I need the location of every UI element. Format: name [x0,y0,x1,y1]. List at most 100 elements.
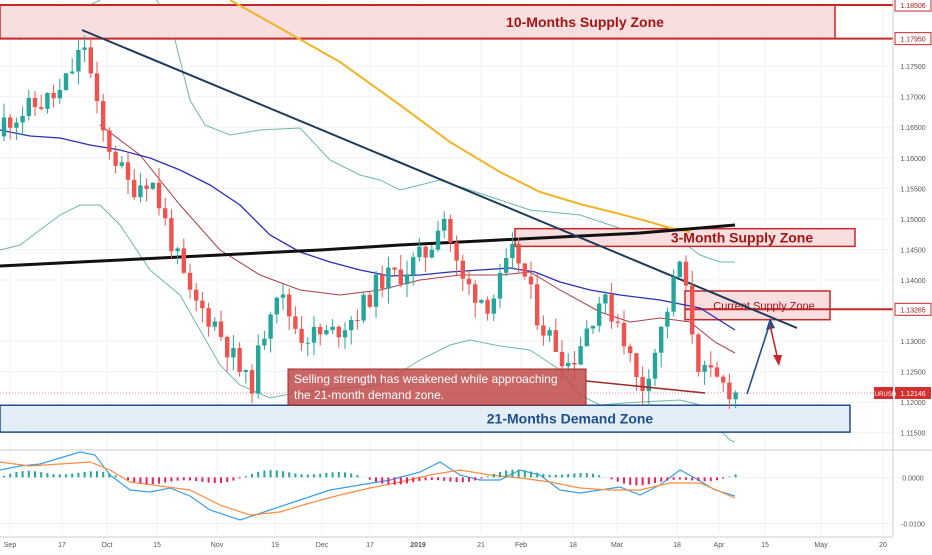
candle-body [491,298,496,314]
candle-body [578,346,583,365]
symbol-tag [874,387,893,400]
candle-body [181,248,186,273]
candle-body [119,162,124,166]
x-tick-label: Oct [102,542,113,549]
candle-body [200,300,205,309]
candle-body [504,258,509,273]
candle-body [535,284,540,326]
candle-body [150,182,155,189]
candle-body [386,267,391,289]
candle-body [156,182,162,209]
price-tick-label: 1.12500 [900,370,925,377]
candle-body [615,321,620,323]
black-long-term-line [0,223,736,268]
candle-body [435,230,441,250]
price-highlight-box [894,302,932,316]
price-tick-label: 1.14000 [900,278,925,285]
price-tick-label: 1.12000 [900,400,925,407]
demand-zone-21-months[interactable] [0,404,851,433]
candle-body [274,297,279,315]
candle-body [566,362,571,367]
candle-body [659,326,664,353]
macd-signal-line [0,461,736,516]
candle-body [380,274,385,289]
candle-body [367,294,372,307]
candle-body [175,248,180,252]
moving-average-short-line [99,124,736,354]
supply-zone-10-months[interactable] [0,4,836,40]
annotation-box[interactable] [287,368,587,406]
price-tick-label: 1.17500 [900,64,925,71]
price-tick-label: 1.17950 [900,37,925,44]
candle-body [404,274,410,285]
candle-body [553,330,558,352]
candle-body [45,92,50,109]
candle-body [454,242,459,261]
macd-line [0,451,736,521]
candle-body [423,246,428,258]
candle-body [479,299,484,303]
candle-body [305,342,310,344]
candle-body [597,303,602,326]
candle-body [621,322,627,347]
candle-body [243,370,248,372]
candle-body [94,73,100,102]
candle-body [163,208,168,219]
candle-body [88,47,93,74]
candle-body [144,185,149,189]
x-tick-label: 2019 [410,542,426,549]
candle-body [683,261,689,286]
candle-body [646,378,651,392]
candle-body [702,365,707,372]
candle-body [82,47,87,50]
price-tick-label: 1.12146 [900,391,925,398]
x-tick-label: 21 [477,542,485,549]
x-tick-label: 17 [58,542,66,549]
annotation-text-line1: Selling strength has weakened while appr… [294,372,558,386]
candle-body [268,314,273,339]
candle-body [51,92,56,99]
candle-body [212,321,217,327]
candle-body [132,179,137,198]
macd-tick-label: 0.0000 [902,475,924,482]
candle-body [256,345,261,394]
x-tick-label: 18 [569,542,577,549]
x-tick-label: May [814,542,828,549]
candle-body [237,347,242,372]
candle-body [690,285,695,335]
candle-body [640,377,645,392]
candle-body [311,326,317,343]
x-tick-label: 18 [673,542,681,549]
projection-down-arrow [769,324,779,361]
annotation-pointer [585,380,706,394]
candle-body [460,260,465,279]
candle-body [349,319,354,331]
candle-body [249,370,255,394]
candle-body [187,272,193,290]
candle-body [473,284,478,303]
price-tick-label: 1.16500 [900,125,925,132]
candle-body [299,328,304,343]
x-tick-label: 15 [153,542,161,549]
candle-body [411,257,416,275]
candle-body [330,326,335,331]
price-tick-label: 1.15500 [900,186,925,193]
candle-body [671,277,676,312]
moving-average-200-line [229,0,691,233]
candle-body [169,218,174,252]
candle-body [218,321,224,337]
candle-body [528,276,534,285]
candle-body [287,294,292,317]
candle-body [522,263,527,277]
supply-zone-3-label: 3-Month Supply Zone [671,230,814,246]
supply-zone-current[interactable] [684,290,831,321]
candle-body [125,162,131,180]
macd-tick-label: -0.0100 [901,521,925,528]
x-tick-label: Feb [515,542,527,549]
candle-body [101,101,106,131]
candle-body [113,151,118,166]
candle-body [714,367,720,377]
annotation-text-line2: the 21-month demand zone. [294,388,444,402]
